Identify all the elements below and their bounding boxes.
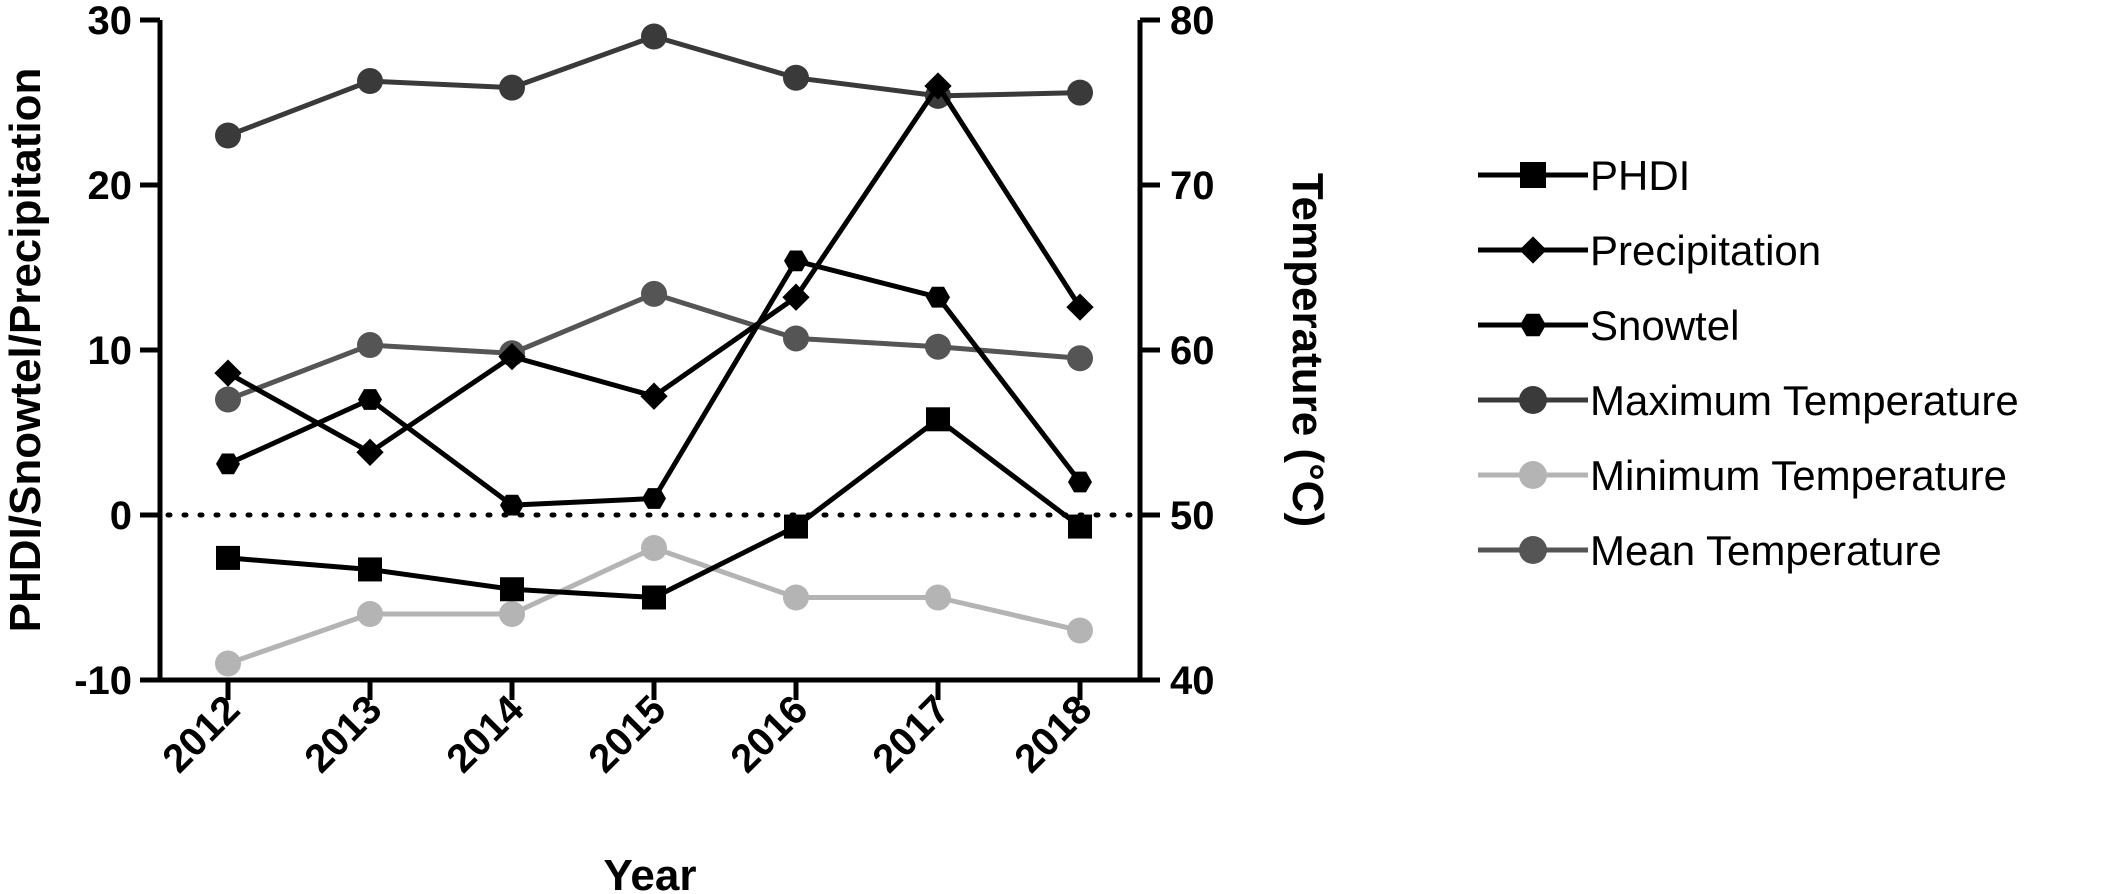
data-point-snowtel	[500, 494, 524, 516]
x-tick-label: 2012	[154, 687, 248, 781]
data-point-precipitation	[924, 72, 952, 100]
series-maximum-temperature	[215, 23, 1093, 149]
legend-item-phdi: PHDI	[1478, 152, 1690, 199]
data-point-precipitation	[214, 359, 242, 387]
legend-label: Mean Temperature	[1590, 527, 1942, 574]
data-point-precipitation	[782, 283, 810, 311]
legend-item-snowtel: Snowtel	[1478, 302, 1739, 349]
x-tick-label: 2013	[296, 687, 390, 781]
data-point-phdi	[642, 585, 666, 610]
legend-label: Snowtel	[1590, 302, 1739, 349]
legend-label: Maximum Temperature	[1590, 377, 2019, 424]
legend-label: Minimum Temperature	[1590, 452, 2007, 499]
data-point-maximum-temperature	[641, 23, 667, 50]
x-tick-label: 2015	[580, 687, 674, 781]
legend-item-mean-temperature: Mean Temperature	[1478, 527, 1942, 574]
data-point-mean-temperature	[925, 333, 951, 360]
legend-item-precipitation: Precipitation	[1478, 227, 1821, 274]
data-point-minimum-temperature	[925, 584, 951, 611]
data-point-precipitation	[1066, 293, 1094, 321]
left-y-tick-label: 0	[110, 494, 132, 538]
legend-label: Precipitation	[1590, 227, 1821, 274]
legend-marker	[1519, 386, 1547, 414]
data-point-maximum-temperature	[783, 64, 809, 91]
legend: PHDI Precipitation Snowtel Maximum Temperat…	[1478, 152, 2019, 574]
legend-marker	[1519, 461, 1547, 489]
data-point-mean-temperature	[783, 325, 809, 352]
series-layer	[214, 23, 1094, 677]
right-y-axis-title: Temperature (°C)	[1283, 173, 1332, 527]
data-point-phdi	[926, 407, 950, 432]
data-point-maximum-temperature	[499, 74, 525, 101]
left-y-tick-label: 30	[88, 0, 133, 43]
data-point-minimum-temperature	[357, 601, 383, 627]
data-point-snowtel	[784, 250, 808, 272]
data-point-snowtel	[216, 453, 240, 475]
data-point-minimum-temperature	[783, 584, 809, 611]
x-axis-title: Year	[604, 851, 697, 894]
left-y-tick-label: 20	[88, 164, 133, 208]
data-point-minimum-temperature	[1067, 617, 1093, 644]
x-tick-label: 2016	[722, 687, 816, 781]
legend-marker	[1519, 536, 1547, 564]
series-phdi	[216, 407, 1092, 610]
data-point-phdi	[784, 514, 808, 539]
legend-marker	[1520, 162, 1546, 188]
series-line-maximum-temperature	[227, 34, 1081, 138]
legend-marker	[1520, 313, 1546, 337]
legend-item-maximum-temperature: Maximum Temperature	[1478, 377, 2019, 424]
data-point-phdi	[500, 577, 524, 602]
series-precipitation	[214, 72, 1094, 466]
data-point-maximum-temperature	[215, 122, 241, 149]
data-point-maximum-temperature	[357, 68, 383, 95]
data-point-phdi	[1068, 514, 1092, 539]
data-point-phdi	[216, 545, 240, 570]
right-y-tick-label: 70	[1170, 164, 1215, 208]
left-y-tick-label: -10	[74, 659, 132, 703]
data-point-snowtel	[1068, 471, 1092, 493]
right-y-tick-label: 40	[1170, 659, 1215, 703]
data-point-precipitation	[498, 342, 526, 371]
legend-label: PHDI	[1590, 152, 1690, 199]
data-point-minimum-temperature	[215, 650, 241, 677]
right-y-tick-label: 60	[1170, 329, 1215, 373]
legend-marker	[1519, 236, 1547, 264]
data-point-maximum-temperature	[1067, 79, 1093, 106]
x-tick-label: 2017	[864, 687, 958, 781]
left-y-axis-title: PHDI/Snowtel/Precipitation	[1, 68, 50, 633]
data-point-mean-temperature	[215, 386, 241, 413]
x-tick-label: 2018	[1006, 687, 1100, 781]
left-y-tick-label: 10	[88, 329, 133, 373]
data-point-mean-temperature	[1067, 345, 1093, 372]
series-minimum-temperature	[215, 535, 1093, 677]
series-snowtel	[216, 250, 1092, 516]
data-point-snowtel	[642, 488, 666, 509]
data-point-precipitation	[356, 438, 384, 466]
series-mean-temperature	[215, 280, 1093, 413]
right-y-tick-label: 50	[1170, 494, 1215, 538]
x-tick-label: 2014	[438, 687, 533, 782]
data-point-minimum-temperature	[499, 601, 525, 627]
data-point-mean-temperature	[357, 332, 383, 359]
data-point-minimum-temperature	[641, 535, 667, 561]
legend-item-minimum-temperature: Minimum Temperature	[1478, 452, 2007, 499]
data-point-phdi	[358, 557, 382, 582]
data-point-precipitation	[640, 382, 668, 410]
data-point-snowtel	[358, 389, 382, 410]
data-point-snowtel	[926, 286, 950, 308]
right-y-tick-label: 80	[1170, 0, 1215, 43]
data-point-mean-temperature	[641, 280, 667, 307]
